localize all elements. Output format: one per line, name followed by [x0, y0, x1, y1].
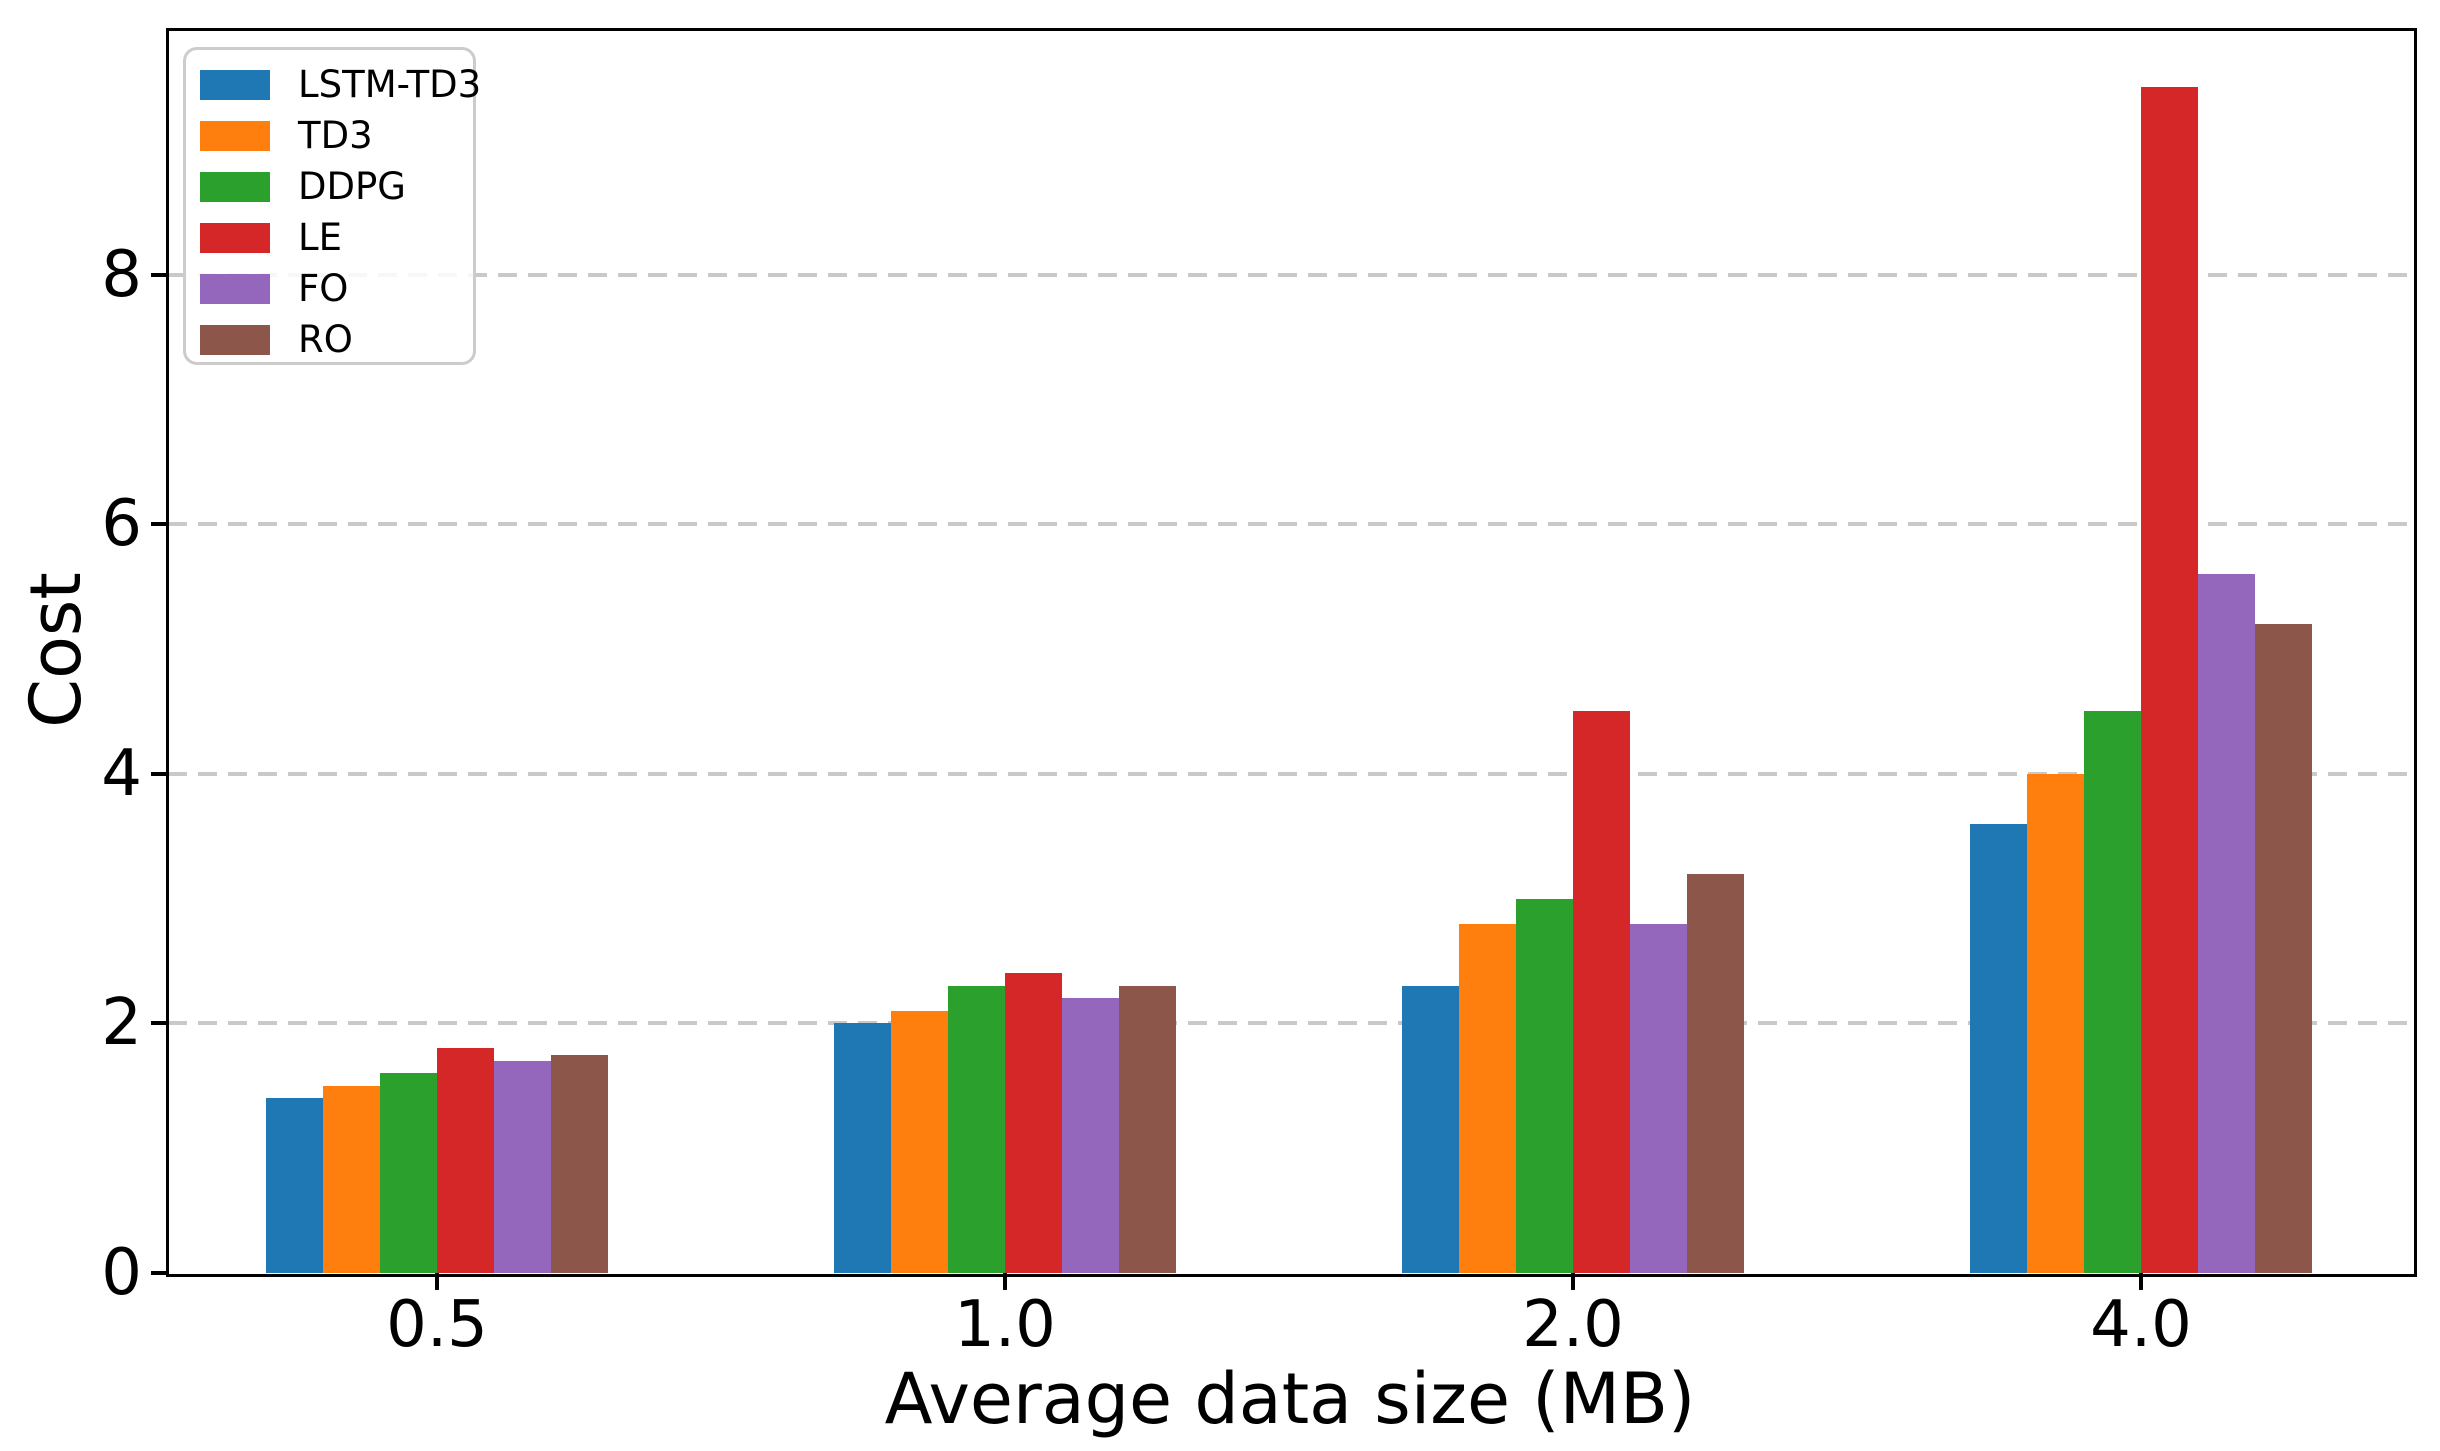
x-tick-0.5 — [435, 1273, 439, 1290]
legend-swatch-RO — [200, 324, 270, 355]
bar-LE-0.5 — [437, 1048, 494, 1273]
bar-FO-0.5 — [494, 1060, 551, 1273]
y-tick-4 — [151, 771, 168, 776]
bar-LE-4.0 — [2141, 87, 2198, 1273]
bar-DDPG-0.5 — [380, 1073, 437, 1273]
gridline-y-2 — [168, 1021, 2413, 1026]
legend-swatch-FO — [200, 273, 270, 304]
legend-swatch-TD3 — [200, 120, 270, 151]
x-tick-label-0.5: 0.5 — [386, 1288, 488, 1362]
legend-swatch-LE — [200, 222, 270, 253]
x-tick-2.0 — [1571, 1273, 1575, 1290]
legend-swatch-DDPG — [200, 171, 270, 202]
legend-item-LSTM-TD3: LSTM-TD3 — [186, 59, 481, 110]
bar-TD3-0.5 — [323, 1085, 380, 1273]
legend-label-DDPG: DDPG — [298, 165, 406, 208]
x-tick-label-4.0: 4.0 — [2090, 1288, 2192, 1362]
y-tick-label-6: 6 — [101, 487, 142, 562]
y-tick-label-8: 8 — [101, 237, 142, 312]
legend-swatch-LSTM-TD3 — [200, 69, 270, 100]
legend-label-LSTM-TD3: LSTM-TD3 — [298, 63, 482, 106]
bar-RO-2.0 — [1687, 873, 1744, 1273]
y-tick-label-4: 4 — [101, 736, 142, 811]
y-tick-label-0: 0 — [101, 1236, 142, 1310]
bar-LE-2.0 — [1573, 711, 1630, 1273]
y-axis-label: Cost — [15, 572, 97, 728]
x-tick-1.0 — [1003, 1273, 1007, 1290]
y-tick-2 — [151, 1021, 168, 1026]
bar-TD3-2.0 — [1459, 923, 1516, 1273]
y-tick-0 — [151, 1271, 168, 1275]
legend-label-LE: LE — [298, 216, 342, 259]
plot-area — [168, 30, 2413, 1273]
legend-label-RO: RO — [298, 318, 353, 361]
bar-RO-0.5 — [551, 1054, 608, 1273]
legend-label-TD3: TD3 — [298, 114, 373, 157]
bar-FO-1.0 — [1062, 998, 1119, 1273]
bar-DDPG-2.0 — [1516, 898, 1573, 1273]
legend: LSTM-TD3 TD3 DDPG LE FO RO — [183, 47, 481, 365]
y-tick-8 — [151, 272, 168, 277]
bar-LSTM-TD3-2.0 — [1402, 985, 1459, 1273]
y-tick-6 — [151, 522, 168, 527]
legend-item-DDPG: DDPG — [186, 161, 473, 212]
gridline-y-4 — [168, 771, 2413, 776]
legend-item-TD3: TD3 — [186, 110, 473, 161]
legend-item-RO: RO — [186, 314, 473, 365]
bar-LE-1.0 — [1005, 973, 1062, 1273]
x-tick-label-2.0: 2.0 — [1522, 1288, 1624, 1362]
legend-item-LE: LE — [186, 212, 473, 263]
bar-LSTM-TD3-0.5 — [266, 1098, 323, 1273]
bar-LSTM-TD3-1.0 — [834, 1023, 891, 1273]
bar-RO-1.0 — [1119, 985, 1176, 1273]
bar-FO-4.0 — [2198, 574, 2255, 1273]
bar-FO-2.0 — [1630, 923, 1687, 1273]
x-tick-label-1.0: 1.0 — [954, 1288, 1056, 1362]
bar-DDPG-4.0 — [2084, 711, 2141, 1273]
y-tick-label-2: 2 — [101, 986, 142, 1061]
gridline-y-8 — [168, 272, 2413, 277]
x-tick-4.0 — [2139, 1273, 2143, 1290]
x-axis-label: Average data size (MB) — [884, 1358, 1696, 1440]
bar-RO-4.0 — [2255, 624, 2312, 1273]
bar-TD3-4.0 — [2027, 773, 2084, 1273]
bar-LSTM-TD3-4.0 — [1970, 823, 2027, 1273]
legend-label-FO: FO — [298, 267, 349, 310]
legend-item-FO: FO — [186, 263, 473, 314]
gridline-y-6 — [168, 522, 2413, 527]
bar-DDPG-1.0 — [948, 985, 1005, 1273]
bar-TD3-1.0 — [891, 1010, 948, 1273]
